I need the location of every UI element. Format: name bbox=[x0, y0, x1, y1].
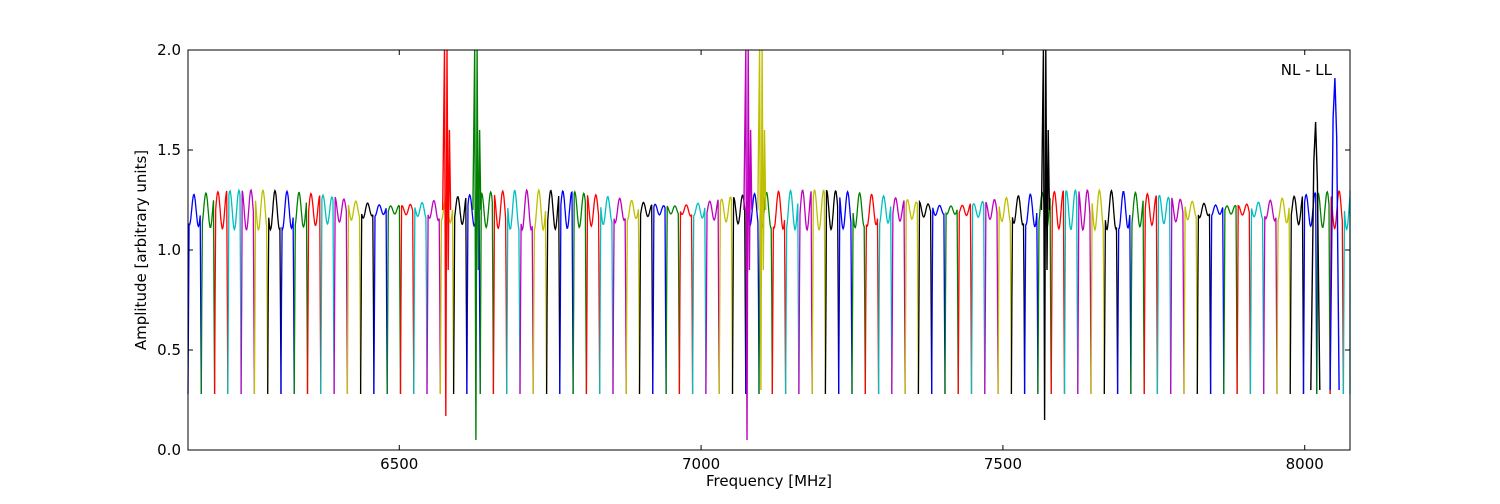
y-axis-label: Amplitude [arbitrary units] bbox=[132, 150, 150, 350]
spectral-channel-line bbox=[1103, 189, 1119, 395]
spectral-channel-line bbox=[944, 205, 959, 395]
spectral-channel-line bbox=[917, 199, 933, 395]
spectral-channel-line bbox=[1263, 199, 1278, 395]
spectral-channel-line bbox=[665, 205, 681, 395]
spectral-channel-line bbox=[1023, 192, 1039, 395]
y-tick-label: 1.0 bbox=[157, 241, 181, 259]
spectral-channel-line bbox=[1236, 203, 1252, 395]
spectral-channel-line bbox=[638, 201, 654, 395]
spectral-channel-line bbox=[838, 189, 853, 395]
spectral-channel-line bbox=[678, 204, 694, 395]
spectral-channel-line bbox=[386, 204, 402, 395]
spectral-channel-line bbox=[200, 192, 216, 395]
spectral-channel-line bbox=[333, 196, 349, 395]
spectral-channel-line bbox=[452, 196, 468, 395]
spectral-channel-line bbox=[997, 196, 1013, 395]
spectral-channel-line bbox=[599, 195, 614, 395]
edge-peak-line bbox=[1310, 121, 1321, 391]
spectral-channel-line bbox=[1289, 194, 1305, 395]
spectral-channel-line bbox=[1183, 200, 1198, 395]
spectral-channel-line bbox=[798, 189, 813, 395]
x-tick-label: 7000 bbox=[682, 455, 720, 473]
spectral-channel-line bbox=[559, 189, 574, 395]
spectral-channel-line bbox=[293, 191, 309, 395]
spectral-channel-line bbox=[399, 203, 415, 395]
spectral-channel-line bbox=[1170, 197, 1185, 395]
spectral-channel-line bbox=[306, 192, 322, 395]
spectral-channel-line bbox=[227, 188, 242, 395]
spectral-channel-line bbox=[1196, 202, 1212, 395]
spectral-channel-line bbox=[891, 196, 906, 395]
spectral-channel-line bbox=[1077, 189, 1092, 395]
series-layer bbox=[187, 49, 1351, 441]
spectral-channel-line bbox=[691, 202, 707, 395]
spectral-channel-line bbox=[1316, 190, 1331, 395]
spectral-channel-line bbox=[877, 194, 893, 395]
spectral-channel-line bbox=[545, 189, 561, 395]
spectral-channel-line bbox=[1116, 191, 1132, 395]
spectral-channel-line bbox=[280, 189, 295, 395]
y-tick-label: 2.0 bbox=[157, 41, 181, 59]
spectral-channel-line bbox=[1276, 197, 1291, 395]
x-tick-label: 8000 bbox=[1286, 455, 1324, 473]
spectral-channel-line bbox=[784, 188, 800, 395]
ticks-layer: 6500 7000 7500 8000 0.0 0.5 1.0 1.5 2.0 bbox=[157, 41, 1350, 473]
spectral-channel-line bbox=[532, 188, 548, 395]
y-tick-label: 1.5 bbox=[157, 141, 181, 159]
spectral-channel-line bbox=[957, 203, 973, 395]
x-tick-label: 6500 bbox=[380, 455, 418, 473]
spectral-channel-line bbox=[970, 200, 986, 395]
spectral-channel-line bbox=[479, 190, 495, 395]
spectral-channel-line bbox=[705, 199, 720, 395]
spectral-channel-line bbox=[984, 198, 999, 395]
spectral-channel-line bbox=[1010, 194, 1026, 395]
spectral-channel-line bbox=[267, 188, 282, 395]
spectral-channel-line bbox=[1223, 204, 1238, 395]
y-tick-label: 0.0 bbox=[157, 441, 181, 459]
spectral-channel-line bbox=[1063, 189, 1079, 395]
spectral-channel-line bbox=[851, 191, 866, 395]
spectral-channel-line bbox=[1130, 191, 1145, 395]
spectral-channel-line bbox=[771, 190, 787, 395]
spectral-channel-line bbox=[359, 202, 375, 395]
spectral-channel-line bbox=[585, 193, 601, 395]
spectral-channel-line bbox=[1143, 192, 1159, 395]
x-tick-label: 7500 bbox=[984, 455, 1022, 473]
spectral-channel-line bbox=[413, 201, 428, 395]
spectral-channel-line bbox=[811, 189, 827, 395]
spectral-channel-line bbox=[824, 189, 840, 395]
spectral-channel-line bbox=[492, 189, 508, 395]
y-tick-label: 0.5 bbox=[157, 341, 181, 359]
spectral-channel-line bbox=[426, 199, 441, 395]
spectral-channel-line bbox=[572, 190, 588, 395]
spectral-channel-line bbox=[506, 189, 521, 395]
spectral-channel-line bbox=[1090, 188, 1105, 395]
spectral-channel-line bbox=[1249, 201, 1265, 395]
annotation-label: NL - LL bbox=[1281, 61, 1333, 79]
spectral-channel-line bbox=[320, 193, 335, 395]
plot-background bbox=[188, 50, 1350, 450]
spectral-channel-line bbox=[346, 200, 362, 395]
spectral-channel-line bbox=[1209, 204, 1225, 395]
spectral-channel-line bbox=[373, 204, 388, 395]
spectral-channel-line bbox=[253, 189, 269, 395]
spectral-channel-line bbox=[904, 198, 920, 395]
spectral-channel-line bbox=[612, 197, 627, 395]
spectral-channel-line bbox=[519, 188, 534, 395]
spectral-channel-line bbox=[240, 188, 256, 395]
spectral-channel-line bbox=[187, 193, 202, 395]
spectral-channel-line bbox=[718, 196, 734, 395]
spectral-channel-line bbox=[625, 199, 641, 395]
spectral-channel-line bbox=[864, 193, 880, 395]
edge-peak-line bbox=[1329, 77, 1340, 391]
spectral-channel-line bbox=[652, 203, 667, 395]
spectral-channel-line bbox=[931, 204, 946, 395]
spectral-channel-line bbox=[1156, 194, 1172, 395]
spectral-channel-line bbox=[213, 190, 229, 395]
x-axis-label: Frequency [MHz] bbox=[706, 472, 832, 490]
spectral-channel-line bbox=[1302, 191, 1318, 395]
spectral-channel-line bbox=[1050, 190, 1066, 395]
